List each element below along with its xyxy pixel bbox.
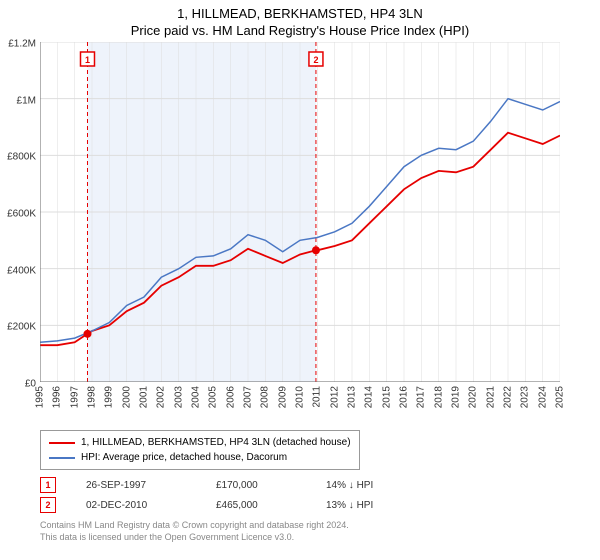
legend-label: HPI: Average price, detached house, Daco…: [81, 450, 287, 465]
x-tick-label: 2011: [312, 386, 323, 408]
x-axis-labels: 1995199619971998199920002001200220032004…: [40, 386, 560, 426]
legend: 1, HILLMEAD, BERKHAMSTED, HP4 3LN (detac…: [40, 430, 360, 470]
x-tick-label: 2023: [520, 386, 531, 408]
chart-container: 1, HILLMEAD, BERKHAMSTED, HP4 3LN Price …: [0, 0, 600, 560]
sale-price: £170,000: [216, 480, 296, 491]
legend-label: 1, HILLMEAD, BERKHAMSTED, HP4 3LN (detac…: [81, 435, 351, 450]
legend-swatch: [49, 457, 75, 459]
sale-row: 2 02-DEC-2010 £465,000 13% ↓ HPI: [40, 495, 426, 515]
x-tick-label: 2016: [399, 386, 410, 408]
x-tick-label: 2007: [243, 386, 254, 408]
sale-date: 26-SEP-1997: [86, 480, 186, 491]
y-tick-label: £1.2M: [8, 39, 36, 50]
x-tick-label: 2009: [277, 386, 288, 408]
sale-delta: 13% ↓ HPI: [326, 500, 426, 511]
x-tick-label: 2008: [260, 386, 271, 408]
x-tick-label: 2021: [485, 386, 496, 408]
y-tick-label: £1M: [17, 95, 36, 106]
x-tick-label: 2017: [416, 386, 427, 408]
x-tick-label: 2022: [503, 386, 514, 408]
chart-title-line2: Price paid vs. HM Land Registry's House …: [0, 21, 600, 42]
x-tick-label: 2003: [173, 386, 184, 408]
sale-price: £465,000: [216, 500, 296, 511]
y-tick-label: £200K: [7, 322, 36, 333]
x-tick-label: 2015: [381, 386, 392, 408]
x-tick-label: 2005: [208, 386, 219, 408]
x-tick-label: 2006: [225, 386, 236, 408]
legend-swatch: [49, 442, 75, 444]
sale-row: 1 26-SEP-1997 £170,000 14% ↓ HPI: [40, 475, 426, 495]
footer-line1: Contains HM Land Registry data © Crown c…: [40, 520, 349, 532]
x-tick-label: 2024: [537, 386, 548, 408]
sale-date: 02-DEC-2010: [86, 500, 186, 511]
x-tick-label: 1999: [104, 386, 115, 408]
x-tick-label: 2001: [139, 386, 150, 408]
x-tick-label: 1998: [87, 386, 98, 408]
x-tick-label: 2000: [121, 386, 132, 408]
chart-plot-area: 12: [40, 42, 600, 382]
x-tick-label: 2019: [451, 386, 462, 408]
x-tick-label: 2025: [555, 386, 566, 408]
y-axis-labels: £0£200K£400K£600K£800K£1M£1.2M: [0, 44, 40, 384]
sale-marker-icon: 1: [40, 477, 56, 493]
x-tick-label: 1997: [69, 386, 80, 408]
y-tick-label: £400K: [7, 265, 36, 276]
svg-text:1: 1: [85, 55, 90, 65]
line-chart-svg: 12: [40, 42, 560, 382]
y-tick-label: £800K: [7, 152, 36, 163]
x-tick-label: 2013: [347, 386, 358, 408]
x-tick-label: 2012: [329, 386, 340, 408]
svg-text:2: 2: [313, 55, 318, 65]
x-tick-label: 2004: [191, 386, 202, 408]
legend-item: 1, HILLMEAD, BERKHAMSTED, HP4 3LN (detac…: [49, 435, 351, 450]
sales-table: 1 26-SEP-1997 £170,000 14% ↓ HPI 2 02-DEC-201…: [40, 475, 426, 515]
x-tick-label: 1995: [35, 386, 46, 408]
attribution-footer: Contains HM Land Registry data © Crown c…: [40, 520, 349, 543]
sale-delta: 14% ↓ HPI: [326, 480, 426, 491]
footer-line2: This data is licensed under the Open Gov…: [40, 532, 349, 544]
x-tick-label: 2014: [364, 386, 375, 408]
x-tick-label: 2018: [433, 386, 444, 408]
chart-title-line1: 1, HILLMEAD, BERKHAMSTED, HP4 3LN: [0, 0, 600, 21]
x-tick-label: 2020: [468, 386, 479, 408]
x-tick-label: 2002: [156, 386, 167, 408]
x-tick-label: 2010: [295, 386, 306, 408]
sale-marker-icon: 2: [40, 497, 56, 513]
legend-item: HPI: Average price, detached house, Daco…: [49, 450, 351, 465]
x-tick-label: 1996: [52, 386, 63, 408]
y-tick-label: £600K: [7, 209, 36, 220]
